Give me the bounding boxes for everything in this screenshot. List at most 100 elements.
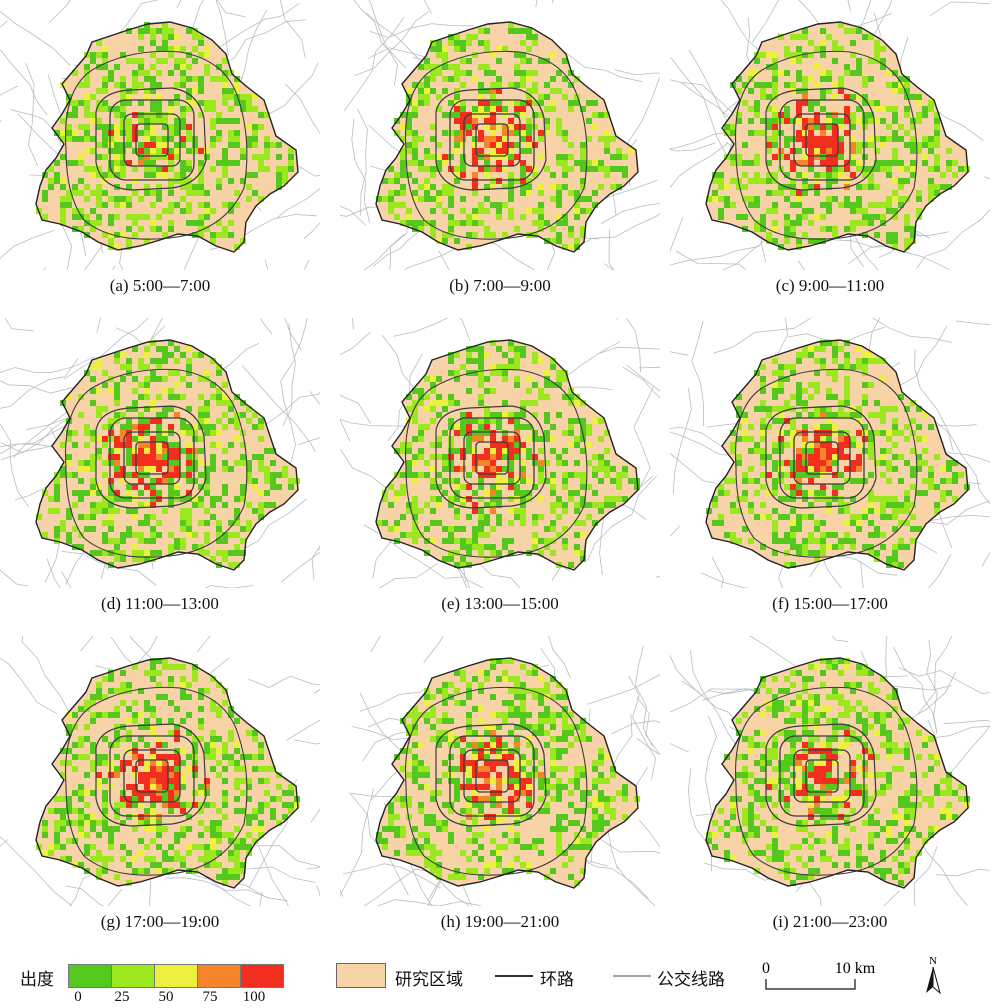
outdegree-cell	[138, 556, 144, 562]
outdegree-cell	[54, 532, 60, 538]
outdegree-cell	[550, 76, 556, 82]
outdegree-cell	[454, 370, 460, 376]
outdegree-cell	[144, 844, 150, 850]
outdegree-cell	[66, 856, 72, 862]
outdegree-cell	[886, 172, 892, 178]
outdegree-cell	[520, 472, 526, 478]
outdegree-cell	[760, 448, 766, 454]
outdegree-cell	[460, 40, 466, 46]
outdegree-cell	[832, 346, 838, 352]
outdegree-cell	[180, 718, 186, 724]
outdegree-cell	[514, 682, 520, 688]
outdegree-cell	[246, 418, 252, 424]
outdegree-cell	[484, 226, 490, 232]
outdegree-cell	[874, 160, 880, 166]
outdegree-cell	[84, 706, 90, 712]
outdegree-cell	[180, 64, 186, 70]
outdegree-cell	[790, 682, 796, 688]
outdegree-cell	[120, 166, 126, 172]
outdegree-cell	[808, 454, 814, 460]
outdegree-cell	[418, 850, 424, 856]
bus-line	[860, 560, 864, 588]
outdegree-cell	[252, 124, 258, 130]
outdegree-cell	[442, 538, 448, 544]
outdegree-cell	[406, 148, 412, 154]
outdegree-cell	[168, 772, 174, 778]
outdegree-cell	[724, 130, 730, 136]
outdegree-cell	[192, 772, 198, 778]
outdegree-cell	[496, 76, 502, 82]
outdegree-cell	[102, 154, 108, 160]
outdegree-cell	[150, 748, 156, 754]
outdegree-cell	[532, 766, 538, 772]
outdegree-cell	[234, 838, 240, 844]
outdegree-cell	[904, 406, 910, 412]
outdegree-cell	[520, 706, 526, 712]
outdegree-cell	[430, 844, 436, 850]
outdegree-cell	[928, 736, 934, 742]
outdegree-cell	[478, 526, 484, 532]
outdegree-cell	[246, 106, 252, 112]
outdegree-cell	[144, 766, 150, 772]
outdegree-cell	[592, 100, 598, 106]
outdegree-cell	[246, 520, 252, 526]
outdegree-cell	[192, 478, 198, 484]
outdegree-cell	[502, 184, 508, 190]
outdegree-cell	[754, 226, 760, 232]
outdegree-cell	[442, 76, 448, 82]
outdegree-cell	[826, 496, 832, 502]
outdegree-cell	[868, 472, 874, 478]
outdegree-cell	[270, 814, 276, 820]
outdegree-cell	[820, 46, 826, 52]
outdegree-cell	[748, 466, 754, 472]
outdegree-cell	[574, 832, 580, 838]
outdegree-cell	[400, 484, 406, 490]
outdegree-cell	[448, 34, 454, 40]
outdegree-cell	[138, 520, 144, 526]
outdegree-cell	[502, 778, 508, 784]
outdegree-cell	[138, 772, 144, 778]
outdegree-cell	[532, 754, 538, 760]
outdegree-cell	[562, 370, 568, 376]
outdegree-cell	[400, 220, 406, 226]
outdegree-cell	[508, 460, 514, 466]
outdegree-cell	[796, 478, 802, 484]
outdegree-cell	[222, 76, 228, 82]
map-a	[0, 0, 320, 270]
bus-line	[285, 83, 320, 135]
outdegree-cell	[808, 718, 814, 724]
outdegree-cell	[144, 454, 150, 460]
outdegree-cell	[198, 202, 204, 208]
outdegree-cell	[270, 460, 276, 466]
outdegree-cell	[802, 730, 808, 736]
outdegree-cell	[48, 496, 54, 502]
outdegree-cell	[748, 478, 754, 484]
outdegree-cell	[412, 406, 418, 412]
outdegree-cell	[496, 142, 502, 148]
outdegree-cell	[126, 850, 132, 856]
outdegree-cell	[484, 124, 490, 130]
outdegree-cell	[742, 100, 748, 106]
outdegree-cell	[406, 88, 412, 94]
outdegree-cell	[204, 466, 210, 472]
outdegree-cell	[526, 424, 532, 430]
outdegree-cell	[424, 814, 430, 820]
outdegree-cell	[114, 154, 120, 160]
outdegree-cell	[796, 118, 802, 124]
outdegree-cell	[928, 184, 934, 190]
outdegree-cell	[234, 562, 240, 568]
outdegree-cell	[562, 172, 568, 178]
outdegree-cell	[210, 856, 216, 862]
outdegree-cell	[192, 76, 198, 82]
outdegree-cell	[862, 34, 868, 40]
outdegree-cell	[454, 118, 460, 124]
outdegree-cell	[478, 682, 484, 688]
bus-line	[0, 443, 58, 455]
outdegree-cell	[868, 412, 874, 418]
outdegree-cell	[186, 178, 192, 184]
outdegree-cell	[394, 448, 400, 454]
outdegree-cell	[174, 490, 180, 496]
outdegree-cell	[820, 406, 826, 412]
outdegree-cell	[874, 166, 880, 172]
outdegree-cell	[892, 418, 898, 424]
